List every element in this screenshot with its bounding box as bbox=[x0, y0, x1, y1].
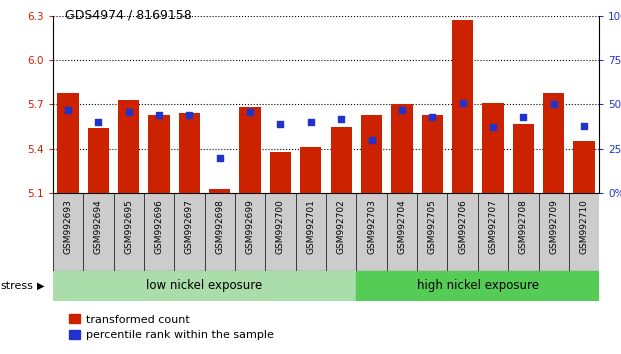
Bar bbox=[270, 152, 291, 193]
Text: GSM992710: GSM992710 bbox=[579, 199, 589, 254]
Point bbox=[549, 102, 559, 107]
Text: GSM992698: GSM992698 bbox=[215, 199, 224, 254]
Bar bbox=[265, 193, 296, 271]
Point bbox=[245, 109, 255, 114]
Bar bbox=[88, 128, 109, 193]
Bar bbox=[356, 271, 599, 301]
Text: GSM992704: GSM992704 bbox=[397, 199, 406, 254]
Point bbox=[579, 123, 589, 129]
Bar bbox=[448, 193, 478, 271]
Bar bbox=[391, 104, 412, 193]
Bar bbox=[361, 115, 382, 193]
Text: GDS4974 / 8169158: GDS4974 / 8169158 bbox=[65, 9, 192, 22]
Bar bbox=[422, 115, 443, 193]
Bar bbox=[483, 103, 504, 193]
Text: GSM992707: GSM992707 bbox=[489, 199, 497, 254]
Text: GSM992708: GSM992708 bbox=[519, 199, 528, 254]
Point bbox=[184, 112, 194, 118]
Text: GSM992694: GSM992694 bbox=[94, 199, 103, 254]
Bar bbox=[326, 193, 356, 271]
Bar bbox=[53, 271, 356, 301]
Text: GSM992702: GSM992702 bbox=[337, 199, 346, 254]
Bar bbox=[83, 193, 114, 271]
Point bbox=[93, 119, 103, 125]
Bar bbox=[175, 193, 204, 271]
Bar bbox=[296, 193, 326, 271]
Text: GSM992709: GSM992709 bbox=[549, 199, 558, 254]
Bar bbox=[387, 193, 417, 271]
Text: stress: stress bbox=[1, 281, 34, 291]
Bar bbox=[118, 100, 139, 193]
Point bbox=[124, 109, 134, 114]
Legend: transformed count, percentile rank within the sample: transformed count, percentile rank withi… bbox=[65, 310, 278, 345]
Point bbox=[215, 155, 225, 160]
Bar bbox=[209, 188, 230, 193]
Point bbox=[276, 121, 286, 127]
Text: GSM992696: GSM992696 bbox=[155, 199, 163, 254]
Point bbox=[519, 114, 528, 120]
Text: GSM992701: GSM992701 bbox=[306, 199, 315, 254]
Point bbox=[63, 107, 73, 113]
Bar bbox=[538, 193, 569, 271]
Bar bbox=[148, 115, 170, 193]
Bar bbox=[204, 193, 235, 271]
Text: GSM992703: GSM992703 bbox=[367, 199, 376, 254]
Point bbox=[427, 114, 437, 120]
Point bbox=[306, 119, 316, 125]
Bar bbox=[240, 107, 261, 193]
Text: low nickel exposure: low nickel exposure bbox=[147, 279, 263, 292]
Text: GSM992699: GSM992699 bbox=[246, 199, 255, 254]
Point bbox=[458, 100, 468, 105]
Text: high nickel exposure: high nickel exposure bbox=[417, 279, 539, 292]
Bar bbox=[330, 126, 352, 193]
Text: ▶: ▶ bbox=[37, 281, 45, 291]
Text: GSM992697: GSM992697 bbox=[185, 199, 194, 254]
Text: GSM992705: GSM992705 bbox=[428, 199, 437, 254]
Bar bbox=[300, 147, 322, 193]
Point bbox=[336, 116, 346, 121]
Point bbox=[397, 107, 407, 113]
Bar bbox=[235, 193, 265, 271]
Bar bbox=[53, 193, 83, 271]
Text: GSM992693: GSM992693 bbox=[63, 199, 73, 254]
Bar bbox=[144, 193, 175, 271]
Bar bbox=[452, 20, 473, 193]
Point bbox=[488, 125, 498, 130]
Bar bbox=[513, 124, 534, 193]
Bar bbox=[356, 193, 387, 271]
Bar bbox=[179, 113, 200, 193]
Bar bbox=[478, 193, 508, 271]
Bar bbox=[508, 193, 538, 271]
Point bbox=[154, 112, 164, 118]
Bar bbox=[417, 193, 448, 271]
Bar bbox=[114, 193, 144, 271]
Bar bbox=[573, 141, 595, 193]
Bar bbox=[543, 93, 564, 193]
Text: GSM992706: GSM992706 bbox=[458, 199, 467, 254]
Text: GSM992695: GSM992695 bbox=[124, 199, 133, 254]
Bar bbox=[569, 193, 599, 271]
Point bbox=[366, 137, 376, 143]
Text: GSM992700: GSM992700 bbox=[276, 199, 285, 254]
Bar bbox=[57, 93, 79, 193]
